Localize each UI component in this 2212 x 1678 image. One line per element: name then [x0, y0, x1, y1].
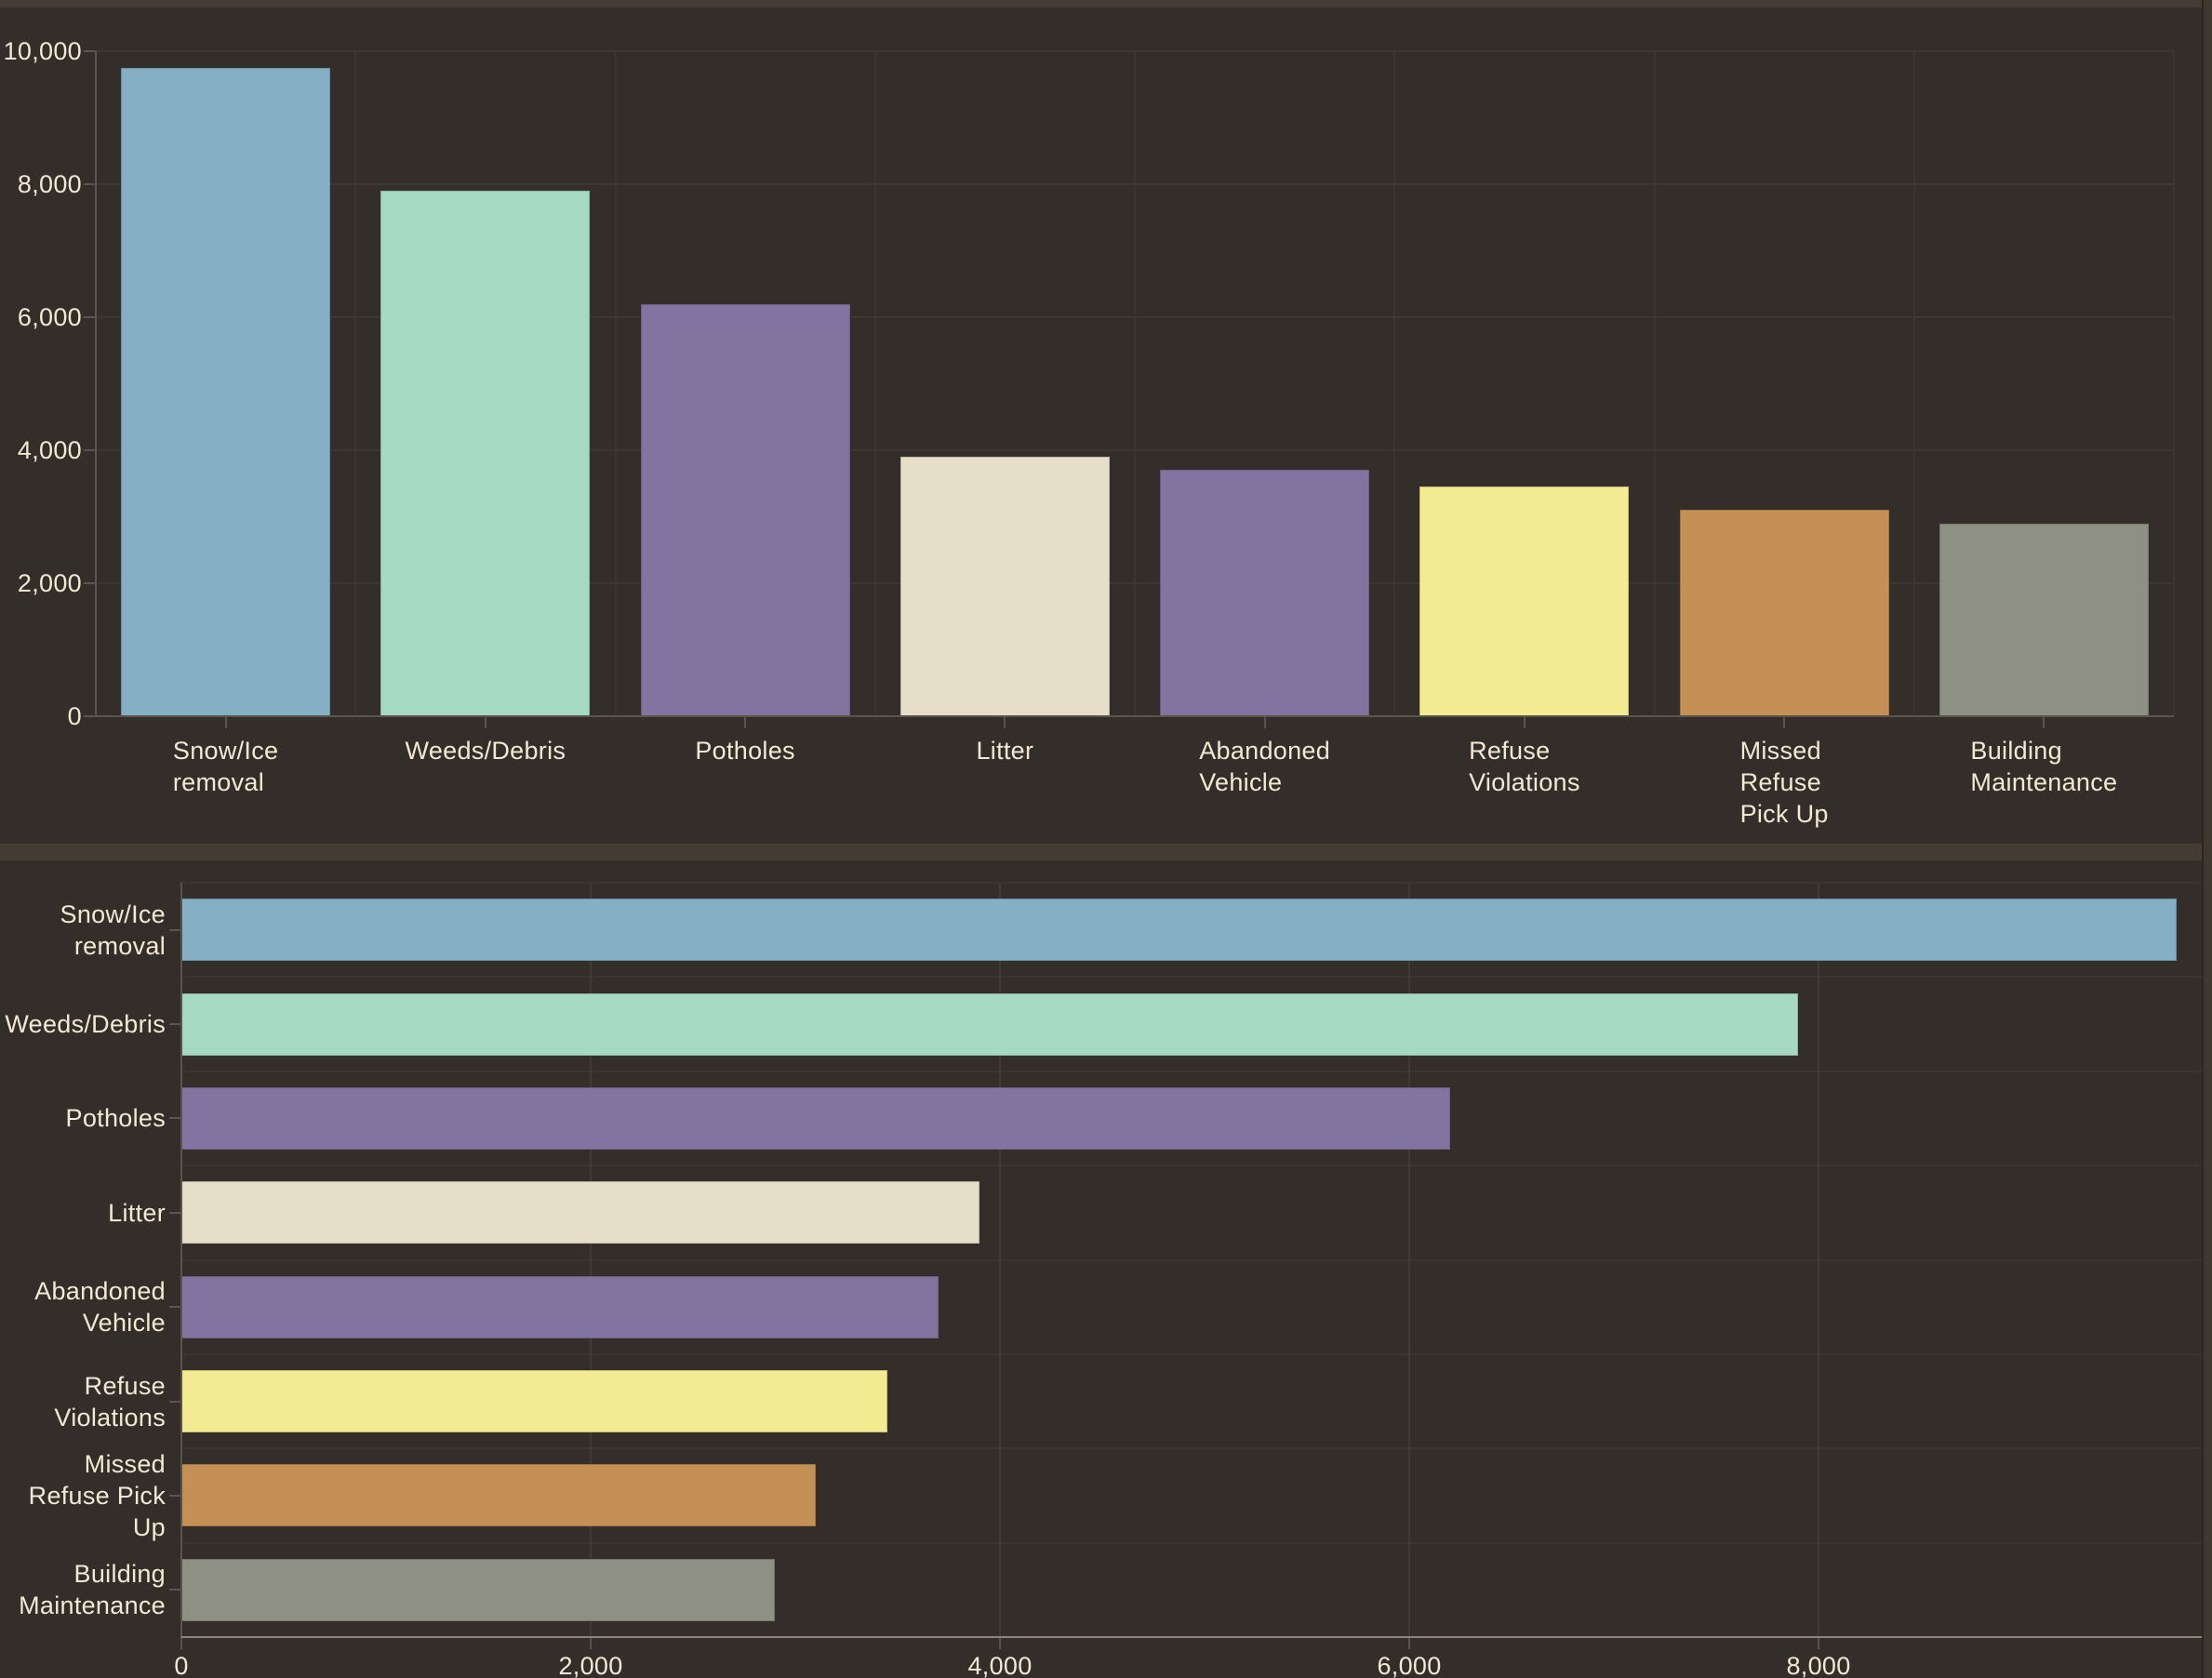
column-bar-6[interactable]: [1679, 510, 1889, 716]
category-label: Building Maintenance: [0, 1558, 166, 1621]
column-bar-0[interactable]: [121, 67, 331, 716]
column-bar-2[interactable]: [640, 303, 850, 716]
row-bar-0[interactable]: [181, 899, 2177, 962]
category-label-lines: Refuse Violations: [1469, 735, 1580, 798]
category-label-lines: Missed Refuse Pick Up: [1740, 735, 1829, 830]
category-label-line: Violations: [54, 1403, 166, 1432]
x-axis-tick-label: 8,000: [1786, 1652, 1851, 1678]
row-bar-5[interactable]: [181, 1370, 887, 1433]
category-label: Potholes: [615, 735, 875, 766]
category-label: Refuse Violations: [1394, 735, 1655, 798]
page-top-strip: [0, 0, 2212, 7]
category-label: Weeds/Debris: [355, 735, 616, 766]
column-chart-panel: [0, 7, 2212, 844]
category-label-line: removal: [73, 931, 166, 960]
x-axis-tick-label: 4,000: [967, 1652, 1033, 1678]
category-label-line: Abandoned: [34, 1277, 166, 1306]
category-label: Litter: [0, 1197, 166, 1229]
category-label-line: Maintenance: [19, 1591, 166, 1620]
category-label: Snow/Ice removal: [0, 899, 166, 962]
category-label-line: Building: [1970, 737, 2062, 765]
category-label-line: Vehicle: [1199, 768, 1283, 796]
row-bar-1[interactable]: [181, 992, 1798, 1056]
y-axis-tick-label: 0: [67, 702, 82, 730]
y-axis-tick-label: 10,000: [3, 37, 82, 65]
category-label-line: Snow/Ice: [172, 737, 279, 765]
category-label-line: Snow/Ice: [60, 899, 166, 928]
column-bar-3[interactable]: [899, 457, 1110, 716]
category-label-line: Building: [73, 1560, 166, 1589]
category-label-line: Weeds/Debris: [5, 1010, 166, 1039]
category-label-line: Abandoned: [1199, 737, 1331, 765]
column-bar-7[interactable]: [1939, 523, 2149, 716]
panel-right-edge: [2202, 0, 2212, 1678]
category-label-line: Weeds/Debris: [405, 737, 566, 765]
category-label: Refuse Violations: [0, 1370, 166, 1433]
category-label: Weeds/Debris: [0, 1008, 166, 1040]
x-axis-tick-label: 6,000: [1377, 1652, 1442, 1678]
category-label-line: Refuse: [1739, 768, 1821, 796]
category-label: Missed Refuse Pick Up: [0, 1448, 166, 1543]
category-label-line: Violations: [1469, 768, 1580, 796]
category-label-line: Missed: [84, 1449, 166, 1478]
category-label-line: Maintenance: [1970, 768, 2118, 796]
category-label-line: Refuse: [1469, 737, 1551, 765]
category-label: Building Maintenance: [1913, 735, 2174, 798]
category-label: Missed Refuse Pick Up: [1654, 735, 1914, 830]
column-bar-4[interactable]: [1160, 470, 1370, 716]
category-label-line: Refuse Pick: [28, 1481, 166, 1510]
category-label-lines: Snow/Ice removal: [173, 735, 278, 798]
y-axis-tick-label: 4,000: [17, 436, 82, 464]
bar-chart-panel: [0, 860, 2212, 1678]
category-label-line: Missed: [1739, 737, 1821, 765]
column-bar-5[interactable]: [1419, 486, 1630, 716]
y-axis-tick-label: 6,000: [17, 303, 82, 331]
row-bar-6[interactable]: [181, 1464, 816, 1527]
category-label: Litter: [874, 735, 1135, 766]
category-label-line: Pick Up: [1739, 800, 1829, 828]
category-label-line: Potholes: [695, 737, 795, 765]
category-label-line: Refuse: [84, 1371, 166, 1400]
x-axis-tick-label: 2,000: [558, 1652, 623, 1678]
category-label-line: Up: [132, 1512, 166, 1541]
category-label-lines: Potholes: [695, 735, 794, 766]
category-label: Potholes: [0, 1102, 166, 1134]
category-label-line: Vehicle: [82, 1309, 166, 1338]
category-label-lines: Abandoned Vehicle: [1199, 735, 1330, 798]
y-axis-tick-label: 2,000: [17, 569, 82, 597]
column-bar-1[interactable]: [380, 191, 591, 716]
x-axis-tick-label: 0: [174, 1652, 189, 1678]
row-bar-7[interactable]: [181, 1558, 775, 1621]
row-bar-2[interactable]: [181, 1086, 1450, 1150]
category-label: Snow/Ice removal: [96, 735, 356, 798]
category-label: Abandoned Vehicle: [0, 1275, 166, 1338]
category-label-line: removal: [172, 768, 265, 796]
panel-divider: [0, 844, 2212, 860]
category-label-line: Litter: [976, 737, 1034, 765]
category-label-line: Potholes: [65, 1104, 166, 1133]
y-axis-tick-label: 8,000: [17, 170, 82, 198]
row-bar-4[interactable]: [181, 1275, 939, 1338]
category-label-line: Litter: [108, 1198, 166, 1227]
category-label: Abandoned Vehicle: [1135, 735, 1395, 798]
category-label-lines: Litter: [976, 735, 1033, 766]
category-label-lines: Building Maintenance: [1970, 735, 2117, 798]
category-label-lines: Weeds/Debris: [406, 735, 566, 766]
row-bar-3[interactable]: [181, 1181, 979, 1245]
